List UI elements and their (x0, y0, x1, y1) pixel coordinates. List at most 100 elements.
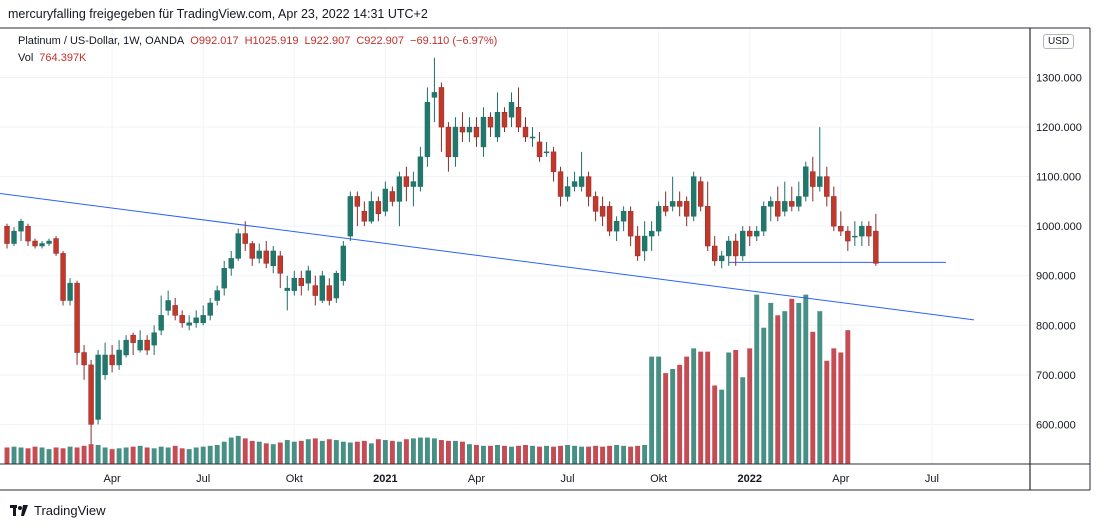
volume-bar (831, 348, 837, 464)
volume-bar (691, 348, 697, 464)
candle-body (340, 245, 347, 281)
volume-bar (242, 438, 248, 464)
volume-bar (179, 448, 185, 464)
price-tick-label: 800.000 (1036, 320, 1076, 332)
candle-body (11, 230, 17, 244)
candle (214, 285, 220, 306)
candle (683, 196, 690, 227)
candle (165, 290, 171, 316)
candle (151, 325, 157, 355)
time-tick-label: 2021 (373, 473, 397, 485)
volume-bar (221, 441, 227, 464)
candle (789, 186, 795, 212)
candle (873, 213, 879, 266)
candle-body (158, 315, 164, 331)
volume-bar (712, 385, 718, 464)
volume-bar (621, 445, 627, 464)
volume-bar (74, 447, 80, 464)
volume-bar (46, 449, 52, 464)
candle-body (473, 126, 480, 138)
candle (859, 221, 865, 246)
volume-bar (838, 352, 844, 464)
volume-bar (291, 441, 297, 464)
candle-body (690, 176, 697, 217)
candle (845, 226, 851, 251)
time-tick-label: Apr (832, 473, 849, 485)
volume-bar (670, 369, 676, 464)
tradingview-logo[interactable]: TradingView (10, 503, 106, 518)
candle (53, 236, 59, 256)
volume-bar (523, 445, 528, 464)
volume-bar (607, 445, 613, 464)
candle-body (810, 171, 816, 187)
candle-body (32, 240, 38, 247)
volume-bar (544, 445, 549, 464)
candle-body (326, 285, 333, 301)
time-tick-label: Jul (196, 473, 210, 485)
candle (102, 342, 108, 380)
candle-body (214, 290, 220, 301)
time-tick-label: 2022 (737, 473, 761, 485)
candle-body (305, 270, 312, 284)
candle (697, 176, 704, 212)
candle-body (130, 334, 136, 343)
candle (445, 122, 452, 172)
candle (277, 250, 283, 289)
candle (396, 171, 403, 227)
candle (123, 335, 129, 358)
volume-bar (305, 439, 311, 464)
candle (291, 270, 297, 296)
candle-body (4, 225, 10, 244)
volume-bar (18, 447, 24, 464)
legend-high: H1025.919 (244, 35, 299, 47)
candle (389, 186, 396, 207)
volume-bar (537, 446, 542, 464)
candle (347, 191, 354, 242)
candle-body (389, 191, 396, 202)
trendlines[interactable] (0, 192, 975, 321)
candle-body (18, 220, 24, 232)
candle-body (662, 206, 669, 212)
currency-badge[interactable]: USD (1043, 34, 1075, 49)
attribution-text: mercuryfalling freigegeben für TradingVi… (8, 7, 428, 21)
volume-bar (109, 449, 115, 464)
candle-body (403, 176, 410, 187)
volume-bar (102, 447, 108, 464)
time-tick-label: Apr (104, 473, 121, 485)
candle-body (873, 230, 879, 264)
trendline (0, 192, 975, 321)
time-tick-label: Jul (561, 473, 575, 485)
price-axis[interactable]: 600.000 700.000 800.000 900.000 1000.000 1100… (1036, 73, 1082, 432)
price-tick-label: 600.000 (1036, 419, 1076, 431)
volume-bar (789, 298, 795, 464)
candle-body (655, 206, 662, 232)
volume-bar (277, 442, 283, 464)
volume-bar (782, 311, 788, 464)
candle (754, 226, 760, 242)
volume-bar (558, 445, 563, 464)
candle-body (606, 206, 613, 232)
candle-body (249, 243, 255, 259)
volume-bar (39, 447, 45, 464)
time-axis[interactable]: Apr Jul Okt 2021 Apr Jul Okt 2022 Apr Jul (104, 473, 939, 485)
volume-bar (137, 445, 143, 464)
candle-body (67, 282, 73, 301)
candle (207, 298, 213, 321)
volume-bar (754, 294, 760, 464)
candle-body (824, 176, 830, 197)
candle (775, 186, 781, 222)
volume-bar (502, 445, 507, 464)
candle (578, 151, 585, 192)
candle-body (445, 126, 452, 158)
candle-body (599, 206, 606, 217)
volume-bar (684, 356, 690, 464)
candle (235, 228, 241, 261)
legend-ohlc: Platinum / US-Dollar, 1W, OANDA O992.017 H… (18, 35, 503, 47)
volume-bar (312, 438, 318, 464)
candle-body (333, 273, 340, 299)
volume-bar (228, 437, 234, 464)
volume-bar (95, 445, 101, 464)
volume-bar (389, 440, 395, 464)
candle-body (438, 87, 445, 128)
